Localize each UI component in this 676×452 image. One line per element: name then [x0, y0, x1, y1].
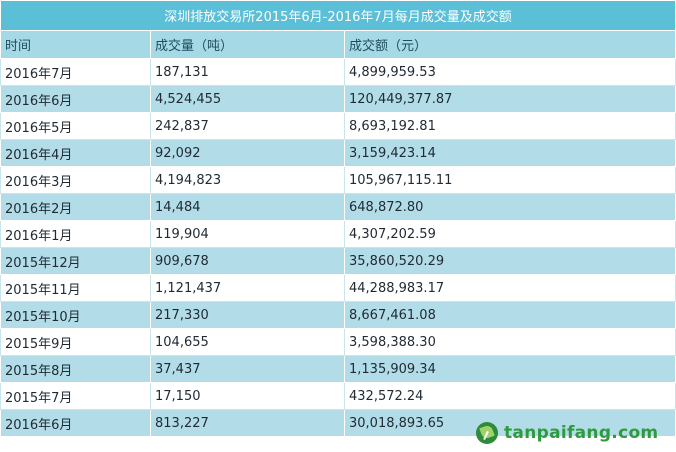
header-amount: 成交额（元） — [344, 30, 676, 59]
table-row: 2016年5月 242,837 8,693,192.81 — [0, 112, 676, 140]
table-row: 2015年12月 909,678 35,860,520.29 — [0, 247, 676, 275]
table-row: 2015年8月 37,437 1,135,909.34 — [0, 355, 676, 383]
cell-time: 2016年6月 — [0, 409, 151, 437]
cell-amount: 8,667,461.08 — [344, 301, 676, 329]
cell-volume: 104,655 — [150, 328, 345, 356]
cell-amount: 3,598,388.30 — [344, 328, 676, 356]
table-row: 2015年11月 1,121,437 44,288,983.17 — [0, 274, 676, 302]
cell-volume: 17,150 — [150, 382, 345, 410]
cell-volume: 37,437 — [150, 355, 345, 383]
table-row: 2015年9月 104,655 3,598,388.30 — [0, 328, 676, 356]
table-title-row: 深圳排放交易所2015年6月-2016年7月每月成交量及成交额 — [0, 0, 676, 31]
cell-time: 2015年7月 — [0, 382, 151, 410]
table-row: 2015年7月 17,150 432,572.24 — [0, 382, 676, 410]
table-row: 2016年1月 119,904 4,307,202.59 — [0, 220, 676, 248]
cell-time: 2015年12月 — [0, 247, 151, 275]
trading-volume-table: 深圳排放交易所2015年6月-2016年7月每月成交量及成交额 时间 成交量（吨… — [0, 0, 676, 437]
cell-time: 2015年9月 — [0, 328, 151, 356]
cell-time: 2016年7月 — [0, 58, 151, 86]
cell-volume: 92,092 — [150, 139, 345, 167]
cell-time: 2016年2月 — [0, 193, 151, 221]
table-row: 2016年7月 187,131 4,899,959.53 — [0, 58, 676, 86]
cell-time: 2016年3月 — [0, 166, 151, 194]
table-header-row: 时间 成交量（吨） 成交额（元） — [0, 30, 676, 59]
cell-amount: 4,899,959.53 — [344, 58, 676, 86]
cell-amount: 30,018,893.65 — [344, 409, 676, 437]
cell-amount: 432,572.24 — [344, 382, 676, 410]
cell-amount: 105,967,115.11 — [344, 166, 676, 194]
cell-volume: 4,194,823 — [150, 166, 345, 194]
table-row: 2016年3月 4,194,823 105,967,115.11 — [0, 166, 676, 194]
cell-volume: 119,904 — [150, 220, 345, 248]
cell-volume: 14,484 — [150, 193, 345, 221]
table-row: 2016年4月 92,092 3,159,423.14 — [0, 139, 676, 167]
cell-volume: 1,121,437 — [150, 274, 345, 302]
cell-time: 2016年5月 — [0, 112, 151, 140]
watermark: tanpaifang.com — [476, 420, 672, 446]
header-time: 时间 — [0, 30, 151, 59]
cell-volume: 909,678 — [150, 247, 345, 275]
cell-time: 2015年8月 — [0, 355, 151, 383]
table-row: 2016年6月 4,524,455 120,449,377.87 — [0, 85, 676, 113]
table-row: 2015年10月 217,330 8,667,461.08 — [0, 301, 676, 329]
header-volume: 成交量（吨） — [150, 30, 345, 59]
leaf-logo-icon — [476, 422, 498, 444]
cell-amount: 648,872.80 — [344, 193, 676, 221]
table-row: 2016年2月 14,484 648,872.80 — [0, 193, 676, 221]
cell-volume: 187,131 — [150, 58, 345, 86]
cell-amount: 1,135,909.34 — [344, 355, 676, 383]
cell-time: 2015年10月 — [0, 301, 151, 329]
cell-amount: 120,449,377.87 — [344, 85, 676, 113]
cell-volume: 242,837 — [150, 112, 345, 140]
cell-volume: 217,330 — [150, 301, 345, 329]
cell-amount: 8,693,192.81 — [344, 112, 676, 140]
cell-amount: 3,159,423.14 — [344, 139, 676, 167]
cell-volume: 813,227 — [150, 409, 345, 437]
cell-time: 2016年6月 — [0, 85, 151, 113]
cell-time: 2016年4月 — [0, 139, 151, 167]
cell-volume: 4,524,455 — [150, 85, 345, 113]
cell-amount: 44,288,983.17 — [344, 274, 676, 302]
table-body: 2016年7月 187,131 4,899,959.53 2016年6月 4,524,4… — [0, 58, 676, 437]
cell-amount: 35,860,520.29 — [344, 247, 676, 275]
table-title: 深圳排放交易所2015年6月-2016年7月每月成交量及成交额 — [0, 0, 676, 31]
cell-time: 2015年11月 — [0, 274, 151, 302]
cell-time: 2016年1月 — [0, 220, 151, 248]
watermark-text: tanpaifang.com — [504, 423, 659, 443]
cell-amount: 4,307,202.59 — [344, 220, 676, 248]
table-row: 2016年6月 813,227 30,018,893.65 — [0, 409, 676, 437]
